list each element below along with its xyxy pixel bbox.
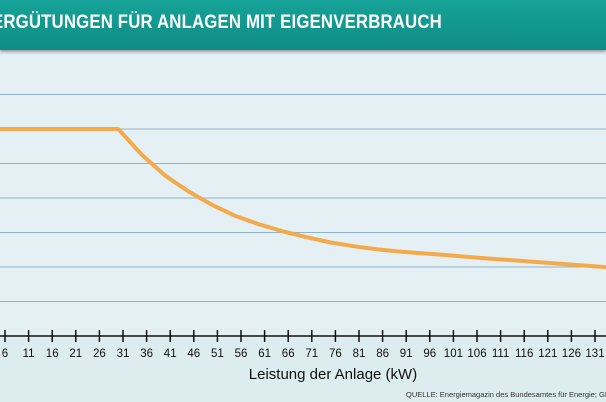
x-tick-label: 6: [2, 348, 8, 360]
x-tick-label: 61: [258, 348, 271, 360]
x-tick-label: 46: [187, 348, 200, 360]
x-tick-label: 121: [538, 348, 557, 360]
x-tick-label: 36: [140, 348, 153, 360]
chart-title: ERGÜTUNGEN FÜR ANLAGEN MIT EIGENVERBRAUC…: [0, 11, 442, 33]
x-tick-label: 21: [69, 348, 82, 360]
x-axis-label: Leistung der Anlage (kW): [248, 366, 418, 383]
x-tick-label: 51: [211, 348, 224, 360]
plot-background: [0, 50, 606, 338]
source-note: QUELLE: Energiemagazin des Bundesamtes f…: [406, 390, 606, 399]
x-tick-label: 31: [117, 348, 130, 360]
x-tick-label: 56: [235, 348, 248, 360]
x-tick-label: 16: [46, 348, 59, 360]
series-group: [0, 127, 606, 270]
x-tick-label: 71: [305, 348, 318, 360]
x-tick-label: 126: [562, 348, 581, 360]
x-tick-label: 106: [467, 348, 486, 360]
x-tick-label: 131: [585, 348, 604, 360]
x-tick-label: 66: [282, 348, 295, 360]
x-tick-label: 11: [23, 348, 35, 360]
x-tick-label: 86: [376, 348, 389, 360]
x-tick-label: 41: [164, 348, 177, 360]
x-tick-label: 81: [353, 348, 366, 360]
x-tick-label: 26: [93, 348, 106, 360]
series-line: [0, 127, 606, 270]
x-tick-label: 101: [444, 348, 463, 360]
title-bar: ERGÜTUNGEN FÜR ANLAGEN MIT EIGENVERBRAUC…: [0, 0, 606, 50]
x-tick-label: 111: [492, 348, 509, 360]
x-tick-label: 91: [400, 348, 413, 360]
x-tick-label: 76: [329, 348, 342, 360]
x-tick-label: 96: [423, 348, 436, 360]
x-axis-ticks: 6 11 16 21 26 31 36 41 46 51 56 61 66 71 76 81 86 91 96 101…: [2, 330, 605, 360]
x-tick-label: 116: [515, 348, 533, 360]
